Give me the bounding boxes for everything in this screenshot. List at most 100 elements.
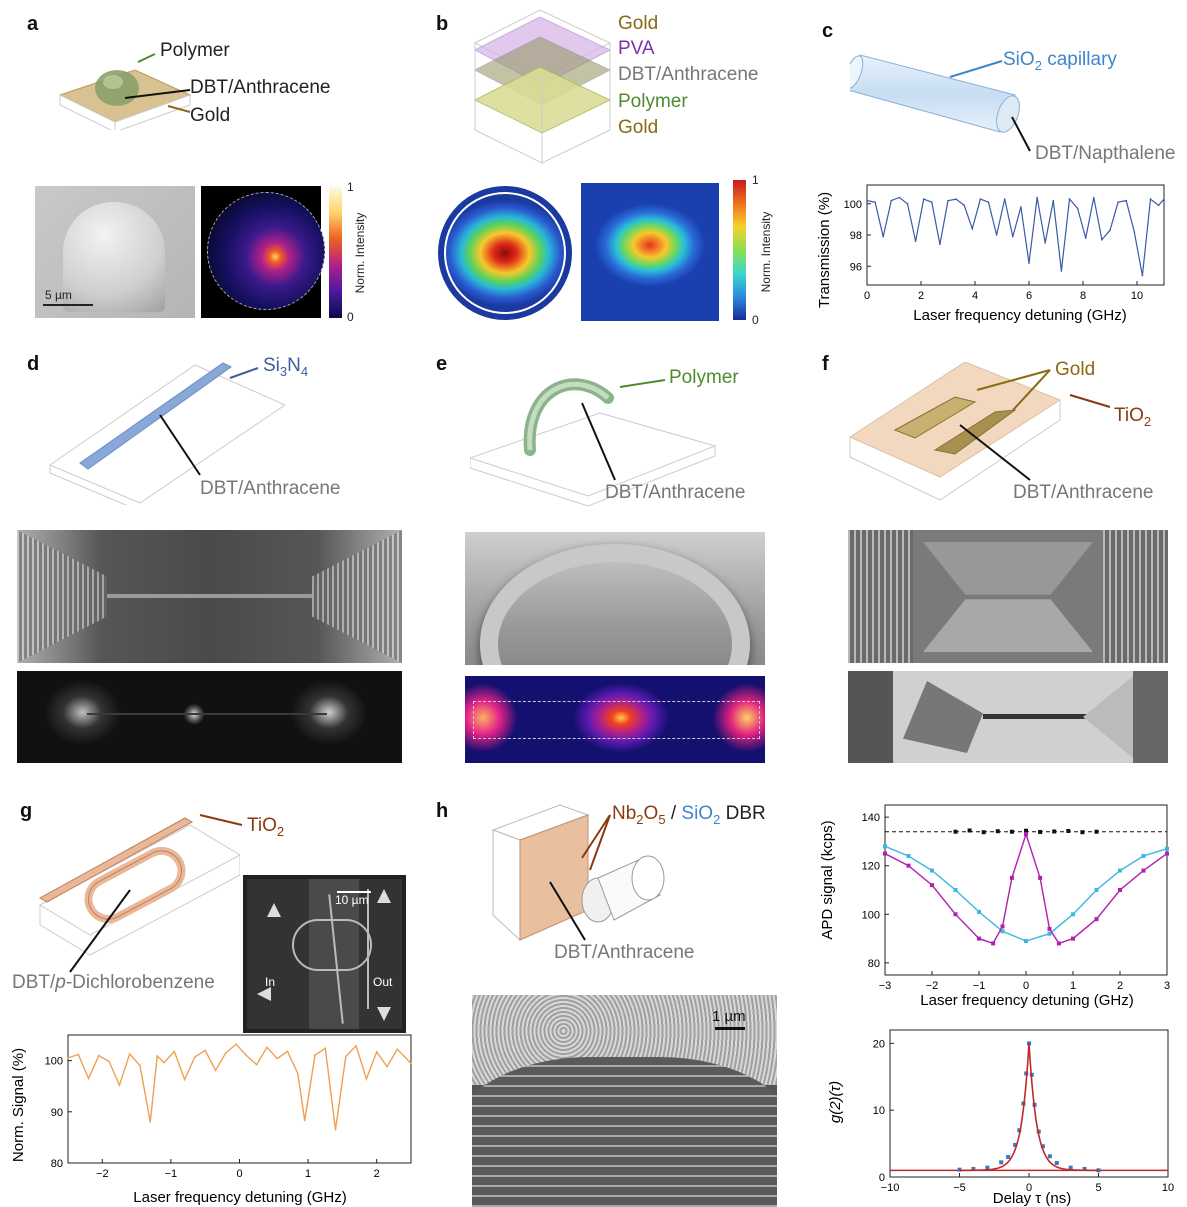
chart-h-g2-point: [1082, 1166, 1087, 1171]
chart-h-g2-xtick-label: −5: [953, 1182, 966, 1194]
chart-g-point: [365, 1078, 368, 1080]
panel-g-tio2-label: TiO2: [247, 815, 285, 839]
chart-g-point: [245, 1054, 248, 1057]
chart-g-point: [98, 1054, 100, 1057]
panel-d-dbt-label: DBT/Anthracene: [200, 478, 341, 499]
chart-g-point: [128, 1053, 131, 1055]
panel-d-schematic: [48, 362, 285, 505]
chart-c-frame: [866, 184, 1165, 286]
panel-c-chart: 0 2 4 6 8 10 96 98 100 Transmission (%) Laser fr…: [816, 184, 1165, 324]
chart-g-point: [276, 1057, 279, 1060]
chart-c-point: [1133, 231, 1136, 233]
chart-h-g2-point: [1068, 1165, 1073, 1170]
chart-g-point: [375, 1051, 378, 1053]
panel-label-a: a: [27, 13, 39, 35]
panel-label-c: c: [822, 20, 834, 42]
chart-g-point: [204, 1049, 206, 1052]
chart-h-apd-point: [981, 830, 986, 835]
panel-c-dbt-label: DBT/Napthalene: [1035, 143, 1176, 164]
panel-label-e: e: [436, 353, 448, 375]
chart-c-point: [1117, 201, 1119, 203]
chart-h-apd-point: [1066, 828, 1071, 833]
panel-a-intensity-map: [201, 186, 325, 318]
chart-c-point: [914, 240, 917, 243]
chart-c-point: [874, 201, 876, 203]
chart-c-point: [882, 235, 884, 238]
chart-h-apd-plot: −3 −2 −1 0 1 2 3 80 100 120 140: [862, 804, 1170, 992]
panel-b-mode-circle: [436, 186, 576, 320]
chart-g-xtick-label: −1: [165, 1168, 178, 1180]
panel-g-port-in: In: [265, 975, 276, 989]
chart-g-point: [77, 1053, 80, 1056]
chart-c-ytick-label: 96: [850, 261, 862, 273]
chart-h-apd-point: [1056, 941, 1061, 946]
chart-h-apd-point: [1000, 924, 1005, 929]
chart-h-g2-point: [1040, 1144, 1045, 1149]
chart-h-g2-ytick-label: 20: [873, 1038, 885, 1050]
chart-h-apd-xtick-label: −3: [879, 980, 892, 992]
panel-a-polymer-label: Polymer: [160, 40, 230, 61]
chart-h-apd-point: [1038, 829, 1043, 834]
panel-b-pva-label: PVA: [618, 38, 655, 59]
chart-h-apd-point: [1071, 912, 1075, 917]
chart-c-point: [987, 201, 990, 203]
panel-h-sem-image: 1 µm: [472, 995, 777, 1207]
panel-e-polymer-label: Polymer: [669, 367, 739, 388]
chart-h-apd-point: [883, 844, 887, 849]
panel-a-cbar-max: 1: [347, 180, 354, 194]
chart-h-apd-point: [1094, 917, 1099, 922]
panel-f-gold-label: Gold: [1055, 359, 1096, 380]
chart-c-xtick-label: 8: [1080, 290, 1086, 302]
chart-g-xlabel: Laser frequency detuning (GHz): [133, 1189, 346, 1206]
chart-h-g2-plot: −10 −5 0 5 10 0 10 20: [873, 1029, 1174, 1194]
chart-g-point: [139, 1064, 141, 1067]
chart-h-apd-fit-line: [884, 845, 1168, 942]
chart-h-apd-point: [953, 912, 958, 917]
panel-a-sem-image: 5 µm: [35, 186, 195, 318]
chart-h-apd-point: [1141, 854, 1146, 858]
panel-g-arrows: [69, 814, 243, 973]
chart-c-point: [1044, 242, 1046, 244]
chart-g-xtick-label: 0: [236, 1168, 242, 1180]
panel-d-sem-image: [17, 530, 402, 663]
chart-h-apd-xtick-label: 2: [1117, 980, 1123, 992]
panel-f-optical-image: [848, 671, 1168, 763]
chart-c-point: [979, 198, 982, 200]
panel-d-arrows: [159, 367, 259, 476]
chart-h-apd-ytick-label: 120: [862, 861, 880, 873]
panel-b-gold-top-label: Gold: [618, 13, 659, 34]
chart-h-g2-point: [1006, 1154, 1011, 1159]
chart-c-point: [1028, 262, 1030, 264]
panel-label-d: d: [27, 353, 40, 375]
panel-b-schematic: [473, 9, 612, 164]
panel-a-scalebar-label: 5 µm: [45, 288, 72, 302]
chart-c-point: [1157, 204, 1160, 207]
chart-g-ytick-label: 80: [51, 1158, 63, 1170]
chart-g-frame: [67, 1034, 412, 1164]
chart-h-apd-ytick-label: 140: [862, 812, 880, 824]
chart-h-g2-ytick-label: 0: [879, 1172, 885, 1184]
chart-g-point: [118, 1084, 121, 1086]
chart-g-point: [286, 1050, 289, 1053]
chart-h-g2-point: [971, 1166, 976, 1171]
chart-h-g2-point: [1017, 1128, 1022, 1133]
chart-g-point: [214, 1069, 217, 1072]
chart-g-point: [194, 1056, 196, 1058]
chart-h-apd-point: [1052, 829, 1057, 834]
chart-h-apd-point: [883, 851, 887, 856]
chart-h-apd-point: [1118, 888, 1122, 892]
chart-h-apd-point: [991, 941, 996, 946]
chart-g-point: [255, 1063, 258, 1066]
chart-g-plot: −2 −1 0 1 2 80 90 100: [45, 1034, 412, 1180]
chart-c-point: [1084, 237, 1087, 239]
chart-c-point: [906, 202, 909, 205]
chart-c-point: [1163, 198, 1165, 200]
chart-c-point: [947, 199, 949, 202]
chart-h-apd-point: [953, 888, 958, 892]
chart-h-apd-xtick-label: −2: [926, 980, 939, 992]
chart-h-apd-point: [1047, 931, 1052, 936]
chart-g-point: [303, 1119, 306, 1122]
chart-h-g2-xtick-label: 10: [1162, 1182, 1174, 1194]
panel-b-gold-bottom-label: Gold: [618, 117, 659, 138]
chart-h-apd-xtick-label: 0: [1023, 980, 1029, 992]
